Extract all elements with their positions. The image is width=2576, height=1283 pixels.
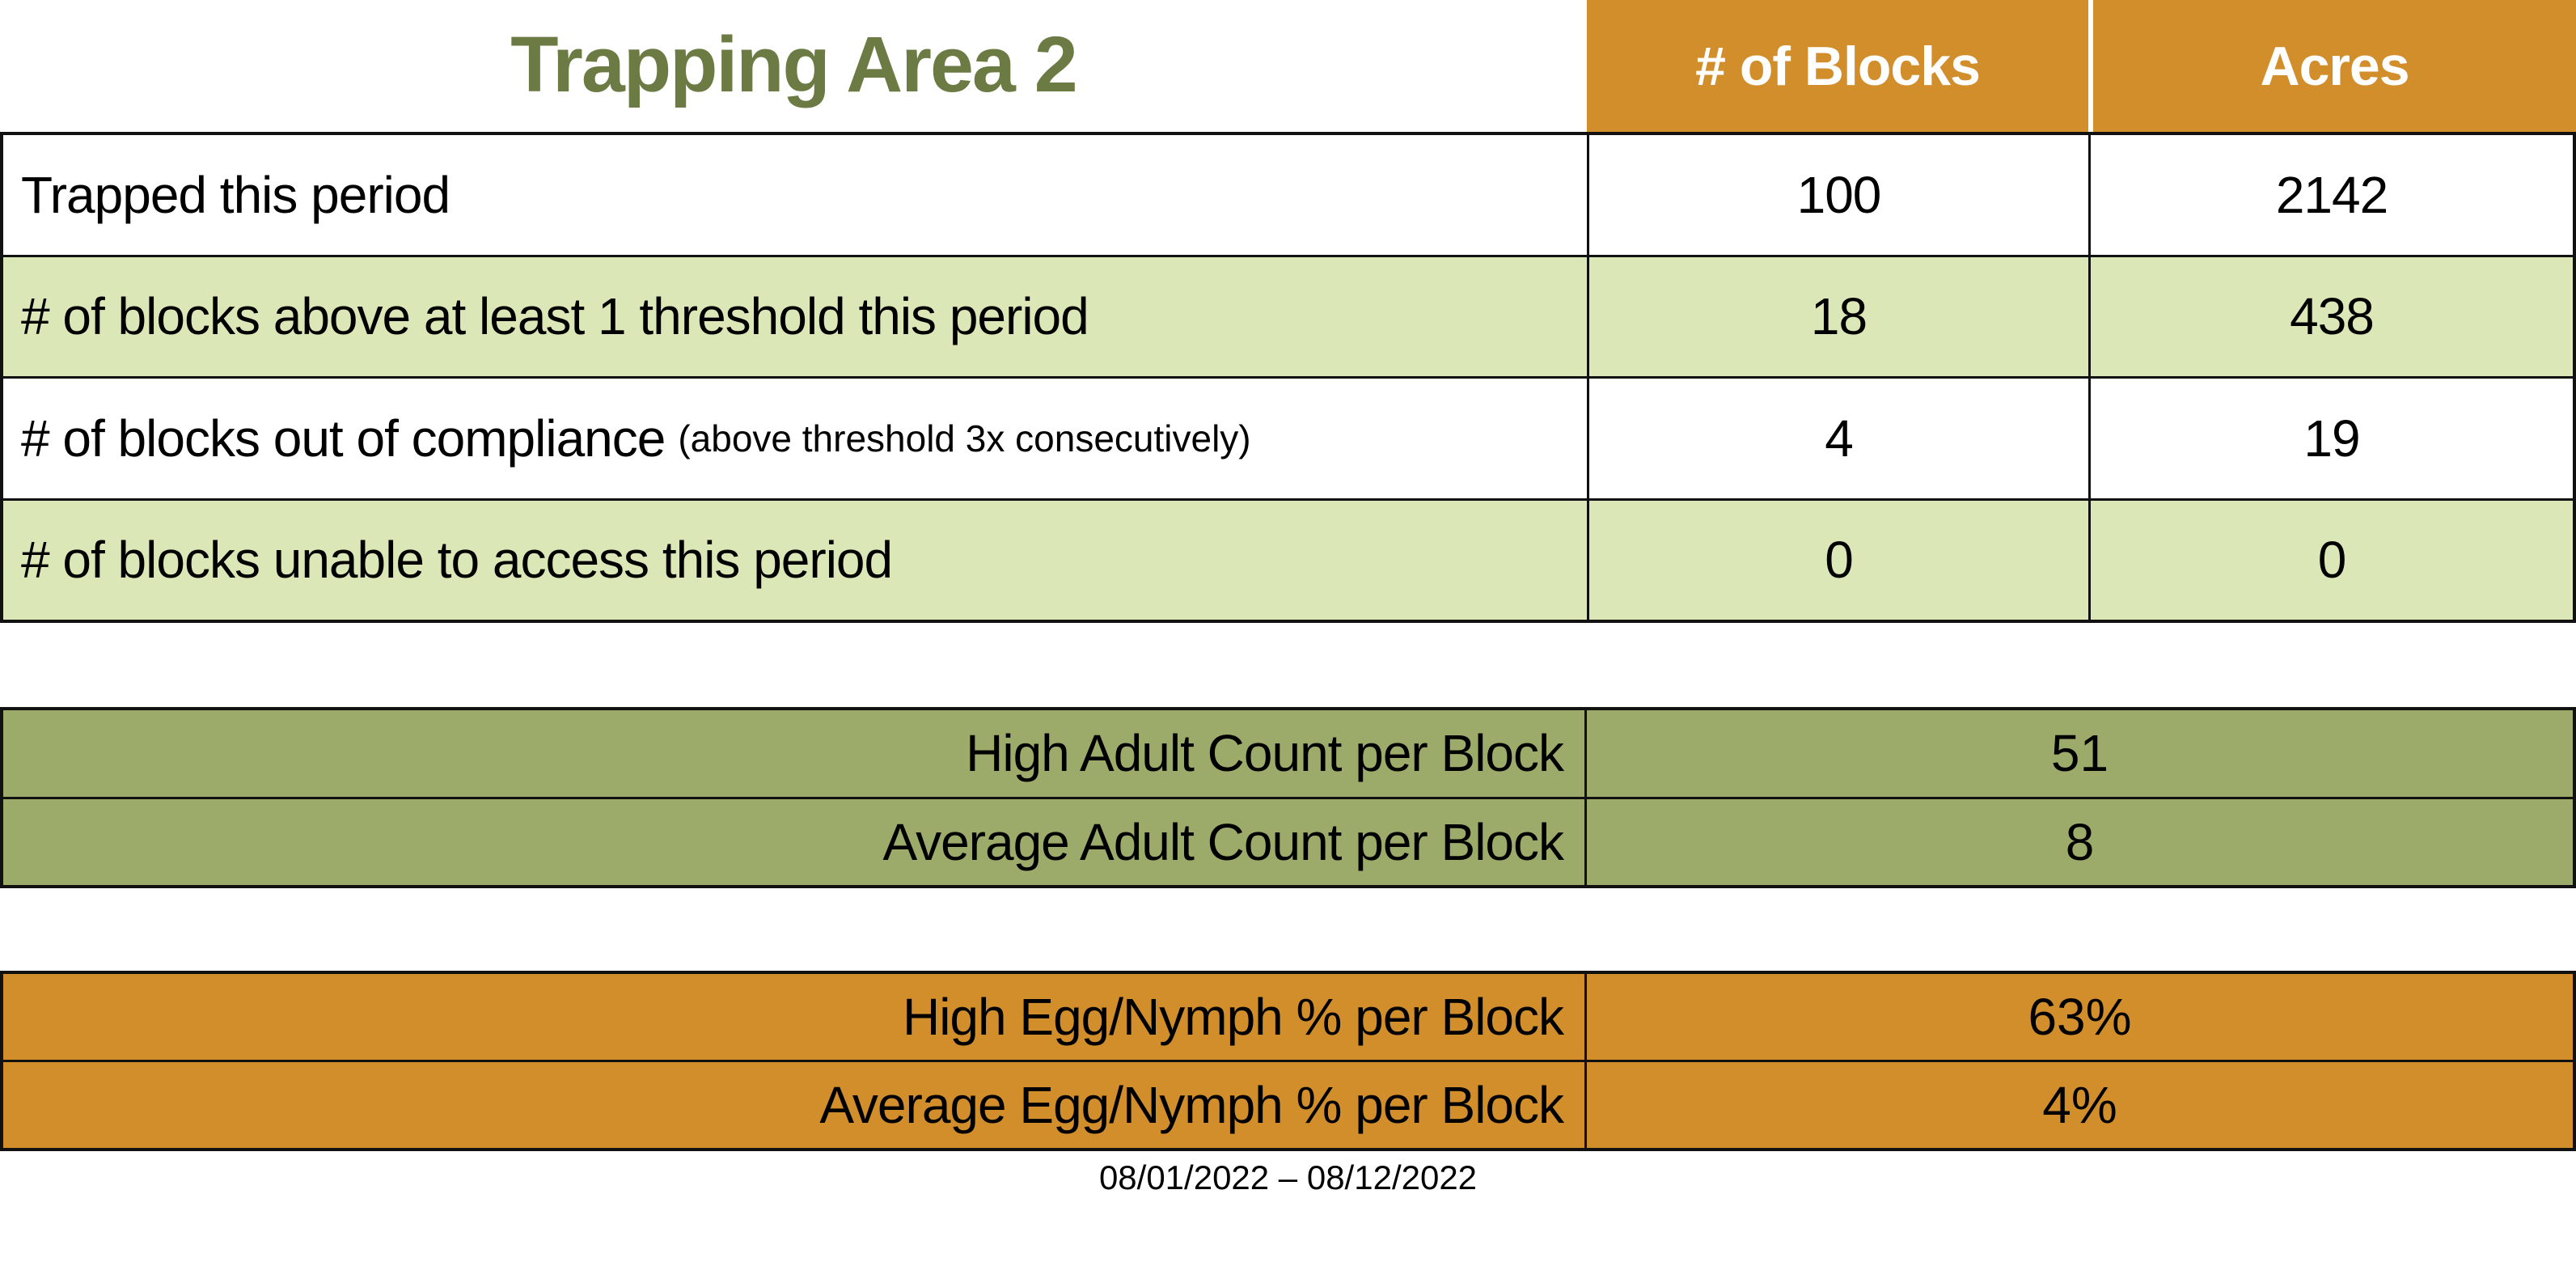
- main-table: Trapped this period 100 2142 # of blocks…: [0, 132, 2576, 623]
- blocks-value: 0: [1587, 500, 2088, 620]
- blocks-value: 100: [1587, 135, 2088, 255]
- row-label-note: (above threshold 3x consecutively): [678, 417, 1251, 459]
- table-row-unable-to-access: # of blocks unable to access this period…: [3, 498, 2573, 620]
- section-row-label: High Adult Count per Block: [3, 710, 1587, 797]
- acres-value: 438: [2088, 256, 2573, 376]
- page-title: Trapping Area 2: [510, 20, 1078, 108]
- high-adult-count-row: High Adult Count per Block 51: [3, 710, 2573, 797]
- row-label: # of blocks above at least 1 threshold t…: [3, 257, 1587, 377]
- section-row-value: 4%: [2042, 1076, 2117, 1134]
- section-row-value: 51: [2050, 724, 2109, 783]
- section-row-label: High Egg/Nymph % per Block: [3, 974, 1587, 1060]
- egg-nymph-section: High Egg/Nymph % per Block 63% Average E…: [0, 971, 2576, 1151]
- average-egg-nymph-row: Average Egg/Nymph % per Block 4%: [3, 1060, 2573, 1148]
- table-row-above-threshold: # of blocks above at least 1 threshold t…: [3, 254, 2573, 377]
- average-adult-count-row: Average Adult Count per Block 8: [3, 796, 2573, 885]
- table-row-trapped: Trapped this period 100 2142: [3, 135, 2573, 255]
- row-label: # of blocks out of compliance (above thr…: [3, 379, 1587, 498]
- row-label-text: # of blocks above at least 1 threshold t…: [21, 287, 1089, 346]
- section-row-label: Average Egg/Nymph % per Block: [3, 1062, 1587, 1148]
- section-row-value: 8: [2065, 812, 2095, 871]
- table-row-out-of-compliance: # of blocks out of compliance (above thr…: [3, 376, 2573, 498]
- row-label-text: Trapped this period: [21, 165, 450, 224]
- blocks-value: 4: [1587, 379, 2088, 498]
- acres-value: 0: [2088, 500, 2573, 620]
- row-label: # of blocks unable to access this period: [3, 501, 1587, 620]
- column-header-acres: Acres: [2093, 0, 2576, 132]
- high-egg-nymph-row: High Egg/Nymph % per Block 63%: [3, 974, 2573, 1060]
- section-row-label: Average Adult Count per Block: [3, 798, 1587, 885]
- date-range: 08/01/2022 – 08/12/2022: [1098, 1158, 1478, 1196]
- acres-value: 2142: [2088, 135, 2573, 255]
- row-label-text: # of blocks unable to access this period: [21, 531, 893, 590]
- blocks-value: 18: [1587, 256, 2088, 376]
- row-label-text: # of blocks out of compliance: [21, 409, 666, 468]
- section-row-value: 63%: [2028, 988, 2132, 1046]
- acres-value: 19: [2088, 379, 2573, 498]
- adult-count-section: High Adult Count per Block 51 Average Ad…: [0, 707, 2576, 888]
- column-header-blocks: # of Blocks: [1587, 0, 2088, 132]
- row-label: Trapped this period: [3, 135, 1587, 255]
